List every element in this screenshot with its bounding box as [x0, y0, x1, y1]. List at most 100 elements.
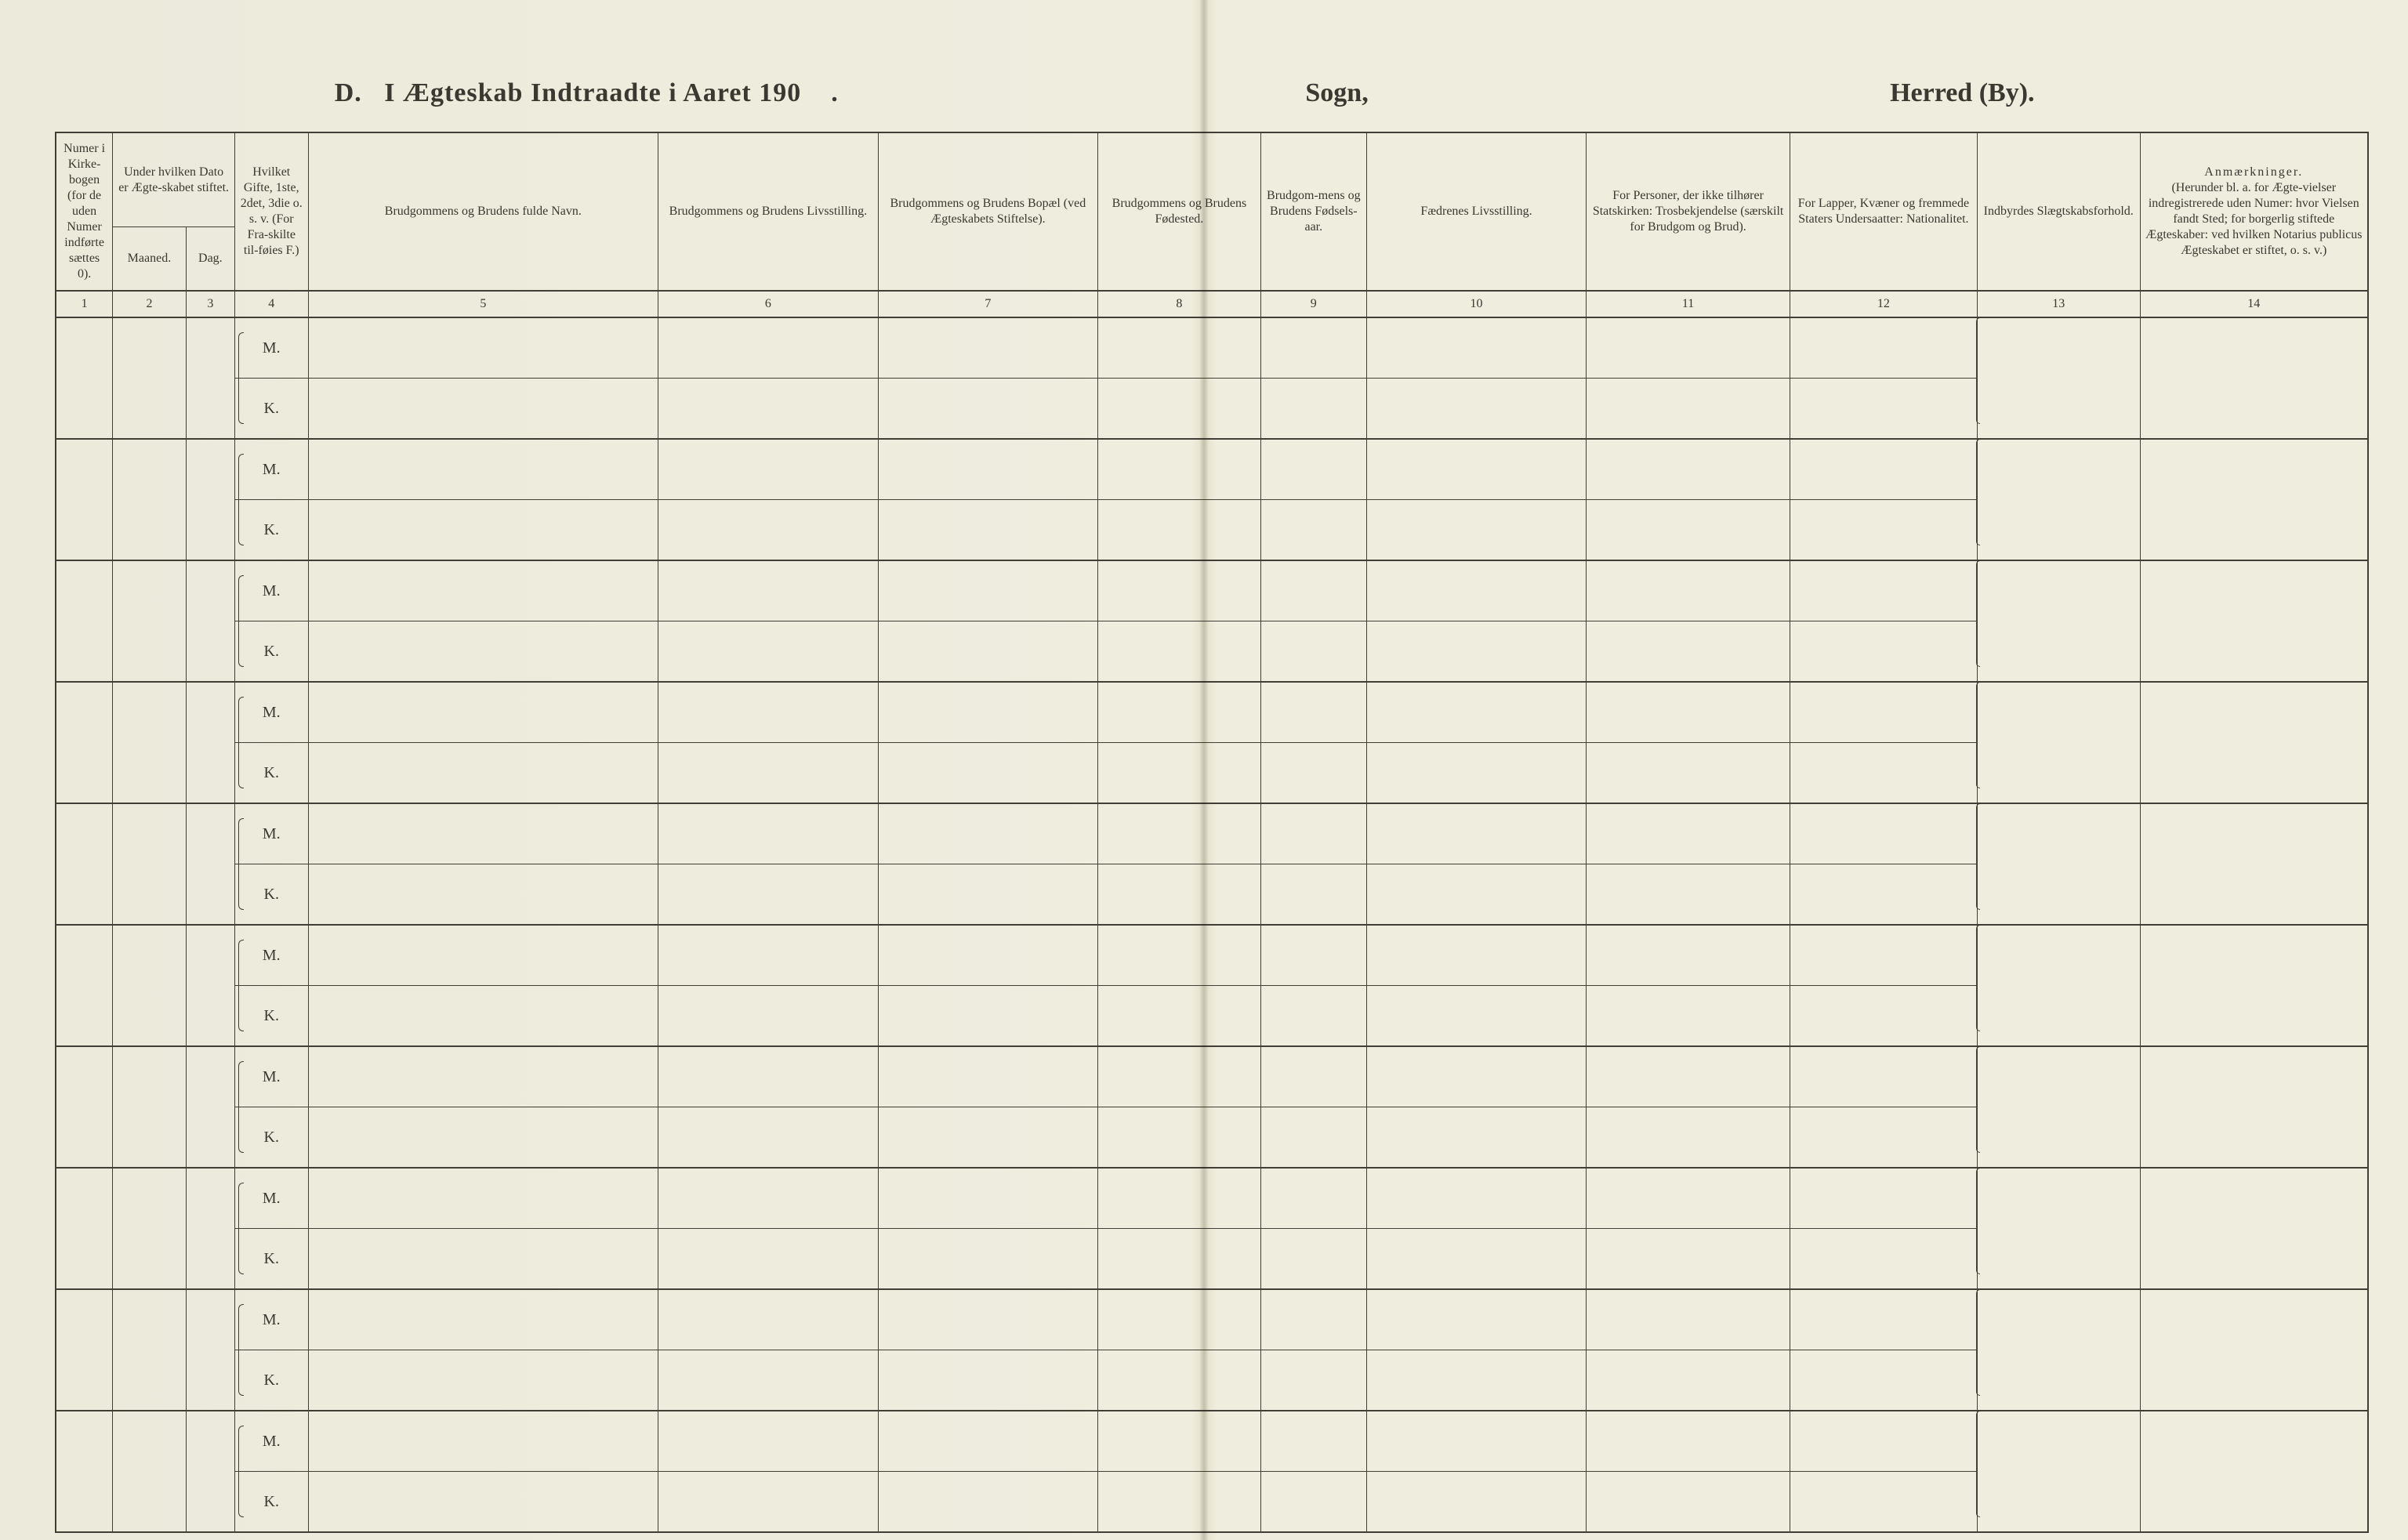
cell-empty — [1260, 925, 1366, 986]
cell-empty — [56, 560, 113, 682]
row-label-bride: K. — [235, 743, 308, 804]
cell-empty — [1790, 317, 1977, 379]
col-header-14-body: (Herunder bl. a. for Ægte-vielser indreg… — [2145, 181, 2362, 257]
cell-empty — [56, 803, 113, 925]
cell-empty — [1098, 1107, 1261, 1169]
cell-empty — [658, 864, 878, 926]
cell-empty — [1098, 803, 1261, 864]
cell-empty — [1977, 682, 2140, 803]
cell-empty — [186, 803, 234, 925]
cell-empty — [1587, 621, 1790, 683]
col-header-10: Fædrenes Livsstilling. — [1366, 132, 1586, 291]
col-header-6: Brudgommens og Brudens Livsstilling. — [658, 132, 878, 291]
cell-empty — [1260, 682, 1366, 743]
header-row-main: Numer i Kirke-bogen (for de uden Numer i… — [56, 132, 2368, 227]
row-label-groom: M. — [235, 560, 308, 621]
cell-empty — [308, 1107, 658, 1169]
cell-empty — [308, 317, 658, 379]
row-label-groom: M. — [235, 317, 308, 379]
cell-empty — [186, 1411, 234, 1532]
cell-empty — [658, 1107, 878, 1169]
cell-empty — [1366, 439, 1586, 500]
title-sogn: Sogn, — [1086, 78, 1587, 108]
cell-empty — [1366, 1168, 1586, 1229]
cell-empty — [1587, 379, 1790, 440]
cell-empty — [56, 1046, 113, 1168]
cell-empty — [1790, 1472, 1977, 1533]
cell-empty — [1260, 560, 1366, 621]
table-row: M. — [56, 317, 2368, 379]
cell-empty — [56, 1411, 113, 1532]
cell-empty — [1790, 1350, 1977, 1411]
cell-empty — [1366, 864, 1586, 926]
cell-empty — [1587, 925, 1790, 986]
cell-empty — [186, 1289, 234, 1411]
cell-empty — [1098, 439, 1261, 500]
table-row: M. — [56, 1411, 2368, 1472]
cell-empty — [658, 500, 878, 561]
cell-empty — [1098, 317, 1261, 379]
cell-empty — [308, 1411, 658, 1472]
cell-empty — [113, 1168, 186, 1289]
cell-empty — [1587, 864, 1790, 926]
cell-empty — [1977, 1411, 2140, 1532]
row-label-bride: K. — [235, 1229, 308, 1290]
title-row: D. I Ægteskab Indtraadte i Aaret 190 . S… — [55, 78, 2369, 108]
cell-empty — [658, 621, 878, 683]
cell-empty — [308, 439, 658, 500]
cell-empty — [1790, 743, 1977, 804]
cell-empty — [1260, 1229, 1366, 1290]
cell-empty — [308, 1046, 658, 1107]
cell-empty — [1098, 925, 1261, 986]
title-main: D. I Ægteskab Indtraadte i Aaret 190 . — [86, 78, 1086, 108]
row-label-groom: M. — [235, 439, 308, 500]
cell-empty — [1260, 1168, 1366, 1229]
cell-empty — [878, 1168, 1097, 1229]
cell-empty — [308, 1229, 658, 1290]
cell-empty — [1098, 500, 1261, 561]
row-label-groom: M. — [235, 1411, 308, 1472]
cell-empty — [1366, 560, 1586, 621]
column-number-row: 1 2 3 4 5 6 7 8 9 10 11 12 13 14 — [56, 291, 2368, 317]
colnum-12: 12 — [1790, 291, 1977, 317]
cell-empty — [1260, 1289, 1366, 1350]
cell-empty — [1790, 439, 1977, 500]
cell-empty — [1366, 986, 1586, 1047]
cell-empty — [1977, 1168, 2140, 1289]
cell-empty — [658, 1046, 878, 1107]
cell-empty — [1260, 439, 1366, 500]
colnum-7: 7 — [878, 291, 1097, 317]
col-header-14-title: Anmærkninger. — [2204, 165, 2303, 179]
cell-empty — [1098, 864, 1261, 926]
cell-empty — [1790, 803, 1977, 864]
cell-empty — [1260, 1411, 1366, 1472]
cell-empty — [56, 925, 113, 1046]
cell-empty — [308, 621, 658, 683]
cell-empty — [1790, 1168, 1977, 1229]
cell-empty — [186, 560, 234, 682]
row-label-groom: M. — [235, 1046, 308, 1107]
cell-empty — [878, 317, 1097, 379]
title-section-letter: D. — [335, 78, 362, 107]
cell-empty — [658, 439, 878, 500]
title-main-suffix: . — [831, 78, 839, 107]
cell-empty — [113, 1411, 186, 1532]
cell-empty — [1366, 500, 1586, 561]
colnum-11: 11 — [1587, 291, 1790, 317]
cell-empty — [1790, 682, 1977, 743]
colnum-6: 6 — [658, 291, 878, 317]
cell-empty — [2140, 317, 2368, 439]
cell-empty — [113, 925, 186, 1046]
cell-empty — [1587, 560, 1790, 621]
cell-empty — [1977, 1046, 2140, 1168]
cell-empty — [878, 986, 1097, 1047]
cell-empty — [186, 439, 234, 560]
table-row: M. — [56, 925, 2368, 986]
cell-empty — [1366, 1107, 1586, 1169]
table-row: M. — [56, 682, 2368, 743]
cell-empty — [1366, 1289, 1586, 1350]
cell-empty — [1098, 682, 1261, 743]
col-header-13: Indbyrdes Slægtskabsforhold. — [1977, 132, 2140, 291]
cell-empty — [186, 1168, 234, 1289]
cell-empty — [658, 379, 878, 440]
